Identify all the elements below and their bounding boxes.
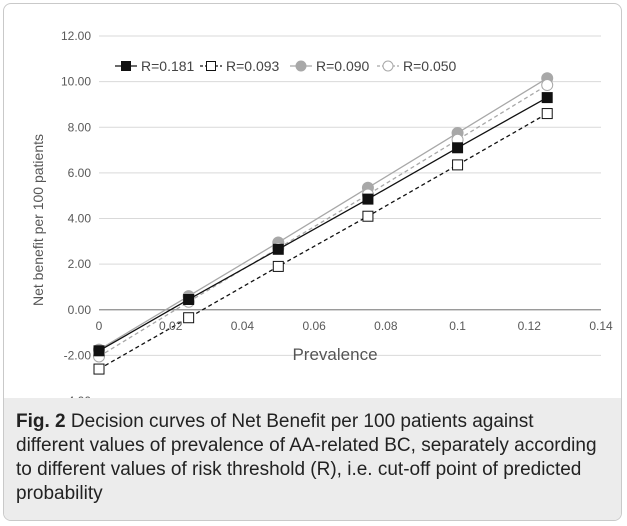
series-line: [98, 97, 548, 352]
x-tick-label: 0.14: [589, 319, 613, 333]
x-axis-label: Prevalence: [292, 345, 377, 364]
y-axis-label: Net benefit per 100 patients: [30, 134, 46, 306]
tick-labels: -4.00-2.000.002.004.006.008.0010.0012.00…: [61, 29, 613, 408]
series-layer: [93, 72, 554, 375]
data-point: [206, 61, 216, 71]
x-tick-label: 0.04: [231, 319, 255, 333]
data-point: [382, 60, 394, 72]
data-point: [183, 312, 195, 324]
decision-curve-chart: -4.00-2.000.002.004.006.008.0010.0012.00…: [30, 29, 613, 408]
data-point: [93, 345, 105, 357]
legend-item: R=0.090: [290, 58, 370, 74]
data-point: [452, 142, 464, 154]
figure-label: Fig. 2: [16, 411, 66, 432]
chart-legend: R=0.181 R=0.093 R=0.090 R=0.050: [115, 58, 457, 74]
data-point: [183, 293, 195, 305]
data-point: [272, 260, 284, 272]
series-line: [98, 112, 548, 370]
caption-band: [4, 398, 621, 520]
figure-panel: -4.00-2.000.002.004.006.008.0010.0012.00…: [3, 3, 622, 521]
series-line: [98, 84, 548, 358]
y-tick-label: 10.00: [61, 75, 91, 89]
legend-item: R=0.050: [377, 58, 457, 74]
legend-item: R=0.093: [200, 58, 280, 74]
x-tick-label: 0.1: [449, 319, 466, 333]
series-R=0.090: [93, 72, 554, 356]
legend-item: R=0.181: [115, 58, 195, 74]
data-point: [362, 210, 374, 222]
series-line: [98, 77, 548, 351]
y-tick-label: 0.00: [68, 303, 92, 317]
grid-lines: [99, 35, 601, 402]
data-point: [272, 243, 284, 255]
y-tick-label: 2.00: [68, 257, 92, 271]
caption-text: Decision curves of Net Benefit per 100 p…: [16, 411, 597, 504]
y-tick-label: 6.00: [68, 166, 92, 180]
y-tick-label: 4.00: [68, 212, 92, 226]
x-tick-label: 0.02: [159, 319, 183, 333]
legend-label: R=0.050: [403, 58, 457, 74]
y-tick-label: 8.00: [68, 120, 92, 134]
series-R=0.093: [93, 108, 553, 375]
series-R=0.181: [93, 92, 553, 357]
legend-label: R=0.093: [226, 58, 280, 74]
x-tick-label: 0.12: [518, 319, 542, 333]
data-point: [362, 193, 374, 205]
data-point: [452, 159, 464, 171]
x-tick-label: 0.06: [302, 319, 326, 333]
x-tick-label: 0.08: [374, 319, 398, 333]
y-tick-label: 12.00: [61, 29, 91, 43]
legend-label: R=0.181: [141, 58, 195, 74]
data-point: [295, 60, 307, 72]
y-tick-label: -2.00: [64, 348, 92, 362]
data-point: [121, 61, 131, 71]
legend-label: R=0.090: [316, 58, 370, 74]
data-point: [541, 79, 554, 92]
x-tick-label: 0: [96, 319, 103, 333]
data-point: [93, 363, 105, 375]
data-point: [541, 92, 553, 104]
data-point: [541, 108, 553, 120]
figure-caption: Fig. 2 Decision curves of Net Benefit pe…: [16, 410, 606, 506]
